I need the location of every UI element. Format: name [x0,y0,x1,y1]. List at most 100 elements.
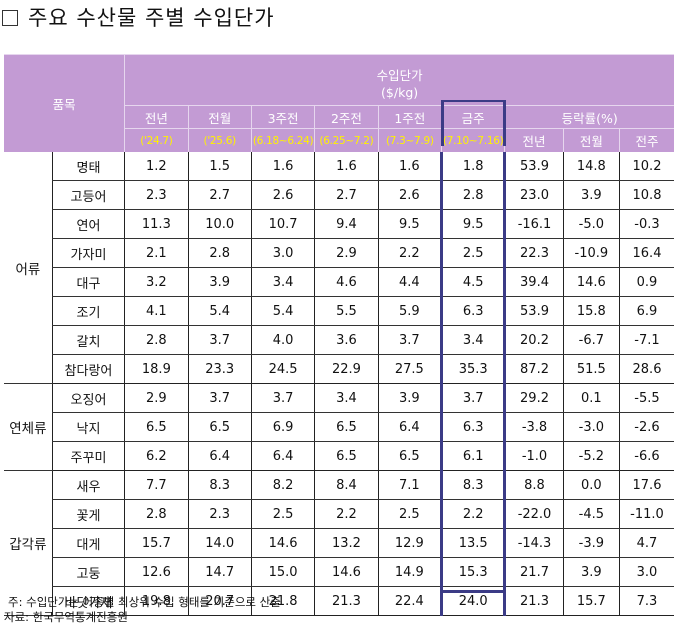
current-price-cell: 6.1 [439,441,507,471]
period-header: 2주전 [314,105,379,129]
price-cell: 2.7 [187,180,252,210]
price-cell: 1.6 [314,152,379,181]
price-cell: 1.2 [124,152,189,181]
period-range: ('25.6) [187,128,252,152]
price-cell: 2.1 [124,238,189,268]
price-cell: 14.6 [250,528,315,558]
table-row: 낙지 6.5 6.5 6.9 6.5 6.4 6.3 -3.8 -3.0 -2.6 [4,412,674,442]
price-cell: 7.7 [124,470,189,500]
item-name-cell: 주꾸미 [51,441,125,471]
price-cell: 21.3 [314,586,379,616]
price-cell: 8.3 [187,470,252,500]
change-rate-cell: 15.8 [562,296,620,326]
item-name-cell: 새우 [51,470,125,500]
item-name-cell: 연어 [51,209,125,239]
price-cell: 15.0 [250,557,315,587]
price-cell: 6.9 [250,412,315,442]
change-rate-cell: 3.9 [562,557,620,587]
item-name-cell: 낙지 [51,412,125,442]
change-rate-cell: 17.6 [618,470,674,500]
price-cell: 6.5 [124,412,189,442]
change-rate-cell: 21.7 [504,557,564,587]
price-cell: 13.2 [314,528,379,558]
change-rate-cell: 8.8 [504,470,564,500]
page-title: 주요 수산물 주별 수입단가 [2,2,275,32]
price-cell: 3.7 [187,325,252,355]
price-cell: 2.2 [314,499,379,529]
current-price-cell: 6.3 [439,296,507,326]
change-rate-cell: 23.0 [504,180,564,210]
change-rate-cell: 29.2 [504,383,564,413]
price-cell: 3.4 [250,267,315,297]
price-cell: 6.4 [377,412,442,442]
table-row: 가자미 2.1 2.8 3.0 2.9 2.2 2.5 22.3 -10.9 16.4 [4,238,674,268]
change-rate-cell: -7.1 [618,325,674,355]
change-rate-cell: -1.0 [504,441,564,471]
change-col-header: 전년 [504,128,564,152]
change-rate-header: 등락률(%) [504,105,674,129]
item-name-cell: 명태 [51,152,125,181]
price-cell: 6.5 [187,412,252,442]
period-range: (7.3~7.9) [377,128,442,152]
change-rate-cell: 3.0 [618,557,674,587]
table-row: 갑각류 새우 7.7 8.3 8.2 8.4 7.1 8.3 8.8 0.0 17.6 [4,470,674,616]
change-rate-cell: 7.3 [618,586,674,616]
period-header: 3주전 [250,105,315,129]
change-rate-cell: -10.9 [562,238,620,268]
change-rate-cell: -22.0 [504,499,564,529]
change-rate-cell: 0.9 [618,267,674,297]
item-name-cell: 대구 [51,267,125,297]
table-body: 어류 명태 1.2 1.5 1.6 1.6 1.6 1.8 53.9 14.8 10.2 고등어 2.3… [4,152,674,616]
change-rate-cell: -3.0 [562,412,620,442]
price-cell: 14.7 [187,557,252,587]
change-rate-cell: -5.5 [618,383,674,413]
item-name-cell: 갈치 [51,325,125,355]
period-range-current: (7.10~7.16) [440,128,505,152]
price-cell: 24.5 [250,354,315,384]
table-row: 고둥 12.6 14.7 15.0 14.6 14.9 15.3 21.7 3.9 3.0 [4,557,674,587]
change-rate-cell: -11.0 [618,499,674,529]
table-row: 주꾸미 6.2 6.4 6.4 6.5 6.5 6.1 -1.0 -5.2 -6.6 [4,441,674,471]
price-cell: 6.4 [250,441,315,471]
price-cell: 18.9 [124,354,189,384]
current-price-cell: 9.5 [439,209,507,239]
price-cell: 5.9 [377,296,442,326]
change-rate-cell: 14.8 [562,152,620,181]
table-row: 갈치 2.8 3.7 4.0 3.6 3.7 3.4 20.2 -6.7 -7.1 [4,325,674,355]
price-cell: 4.4 [377,267,442,297]
change-rate-cell: -5.2 [562,441,620,471]
price-cell: 2.7 [314,180,379,210]
price-cell: 4.0 [250,325,315,355]
price-cell: 6.5 [314,441,379,471]
category-cell: 어류 [4,152,53,384]
source-note: 자료: 한국무역통계진흥원 [4,610,128,624]
table-row: 고등어 2.3 2.7 2.6 2.7 2.6 2.8 23.0 3.9 10.8 [4,180,674,210]
price-cell: 2.8 [124,499,189,529]
price-cell: 2.8 [124,325,189,355]
price-cell: 2.9 [124,383,189,413]
price-cell: 3.7 [187,383,252,413]
price-cell: 3.9 [377,383,442,413]
change-rate-cell: 14.6 [562,267,620,297]
price-cell: 2.6 [250,180,315,210]
table-row: 꽃게 2.8 2.3 2.5 2.2 2.5 2.2 -22.0 -4.5 -11.0 [4,499,674,529]
price-cell: 9.4 [314,209,379,239]
current-price-cell: 2.2 [439,499,507,529]
item-name-cell: 고등어 [51,180,125,210]
table-row: 어류 명태 1.2 1.5 1.6 1.6 1.6 1.8 53.9 14.8 10.2 [4,152,674,384]
price-cell: 20.7 [187,586,252,616]
change-rate-cell: 53.9 [504,296,564,326]
checkbox-square-icon [2,10,18,26]
price-cell: 14.0 [187,528,252,558]
change-rate-cell: -4.5 [562,499,620,529]
price-cell: 5.5 [314,296,379,326]
price-cell: 22.4 [377,586,442,616]
price-cell: 2.3 [124,180,189,210]
change-rate-cell: -14.3 [504,528,564,558]
price-cell: 12.6 [124,557,189,587]
price-cell: 3.2 [124,267,189,297]
price-cell: 27.5 [377,354,442,384]
change-rate-cell: 3.9 [562,180,620,210]
price-cell: 3.6 [314,325,379,355]
price-cell: 14.6 [314,557,379,587]
